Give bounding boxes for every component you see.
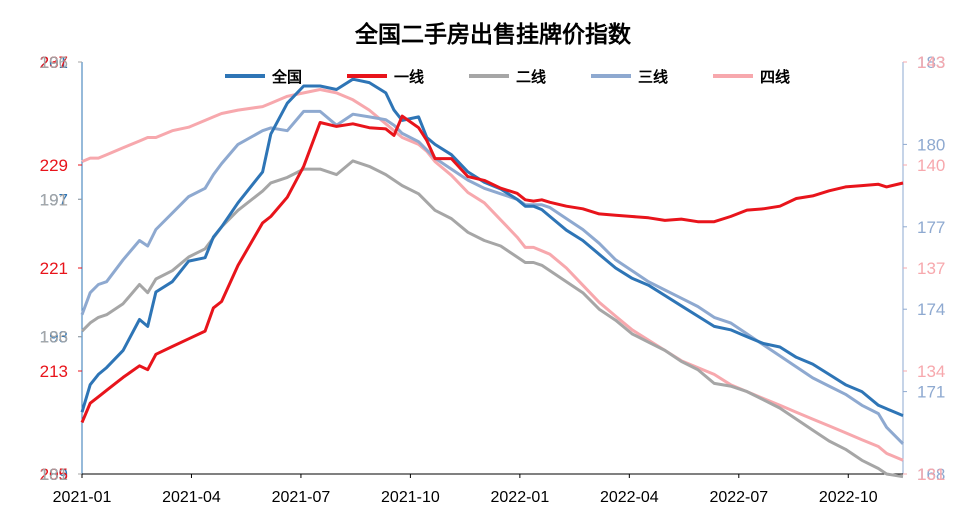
legend-label: 一线 bbox=[394, 68, 424, 86]
right_lightblue-tick-label: 174 bbox=[917, 300, 945, 319]
series-line-2 bbox=[80, 114, 904, 424]
legend-label: 三线 bbox=[638, 68, 668, 86]
legend-label: 全国 bbox=[271, 68, 302, 86]
left_red-tick-label: 205 bbox=[40, 465, 68, 484]
left_red-tick-label: 213 bbox=[40, 362, 68, 381]
right_pink-tick-label: 143 bbox=[917, 53, 945, 72]
x-tick-label: 2022-07 bbox=[709, 489, 768, 506]
series-line-1 bbox=[80, 77, 904, 417]
x-tick-label: 2022-04 bbox=[600, 489, 659, 506]
left_grey-tick-label: 186 bbox=[40, 328, 68, 347]
left_red-tick-label: 237 bbox=[40, 53, 68, 72]
x-axis-ticks: 2021-01 2021-04 2021-07 2021-10 2022-01 2022-… bbox=[53, 474, 878, 506]
legend-label: 二线 bbox=[516, 68, 546, 86]
left_blue-tick-label: 193 bbox=[40, 328, 68, 347]
left_grey-tick-label: 191 bbox=[40, 190, 68, 209]
right_lightblue-tick-label: 177 bbox=[917, 218, 945, 237]
left_grey-tick-label: 181 bbox=[40, 465, 68, 484]
x-tick-label: 2021-01 bbox=[53, 489, 112, 506]
left_red-tick-label: 221 bbox=[40, 259, 68, 278]
left_grey-tick-label: 196 bbox=[40, 53, 68, 72]
x-tick-label: 2021-04 bbox=[162, 489, 221, 506]
right_lightblue-tick-label: 183 bbox=[917, 53, 945, 72]
right_lightblue-tick-label: 168 bbox=[917, 465, 945, 484]
series-line-4 bbox=[80, 109, 905, 445]
x-tick-label: 2022-01 bbox=[491, 489, 550, 506]
y-axis-ticks: 201 197 193 189 237 229 221 213 205 196 191 186 181 1… bbox=[40, 53, 946, 484]
x-tick-label: 2021-10 bbox=[381, 489, 440, 506]
series-group bbox=[80, 77, 905, 479]
series-line-3 bbox=[80, 159, 904, 479]
right_pink-tick-label: 134 bbox=[917, 362, 945, 381]
left_blue-tick-label: 189 bbox=[40, 465, 68, 484]
right_pink-tick-label: 131 bbox=[917, 465, 945, 484]
right_lightblue-tick-label: 180 bbox=[917, 135, 945, 154]
legend: 全国 一线 二线 三线 四线 bbox=[225, 68, 790, 86]
right_pink-tick-label: 137 bbox=[917, 259, 945, 278]
x-tick-label: 2021-07 bbox=[272, 489, 331, 506]
right_pink-tick-label: 140 bbox=[917, 156, 945, 175]
left_red-tick-label: 229 bbox=[40, 156, 68, 175]
series-line-5 bbox=[81, 88, 904, 462]
right_lightblue-tick-label: 171 bbox=[917, 383, 945, 402]
x-tick-label: 2022-10 bbox=[819, 489, 878, 506]
legend-label: 四线 bbox=[760, 68, 790, 86]
left_blue-tick-label: 201 bbox=[40, 53, 68, 72]
chart-title: 全国二手房出售挂牌价指数 bbox=[354, 21, 632, 48]
left_blue-tick-label: 197 bbox=[40, 190, 68, 209]
